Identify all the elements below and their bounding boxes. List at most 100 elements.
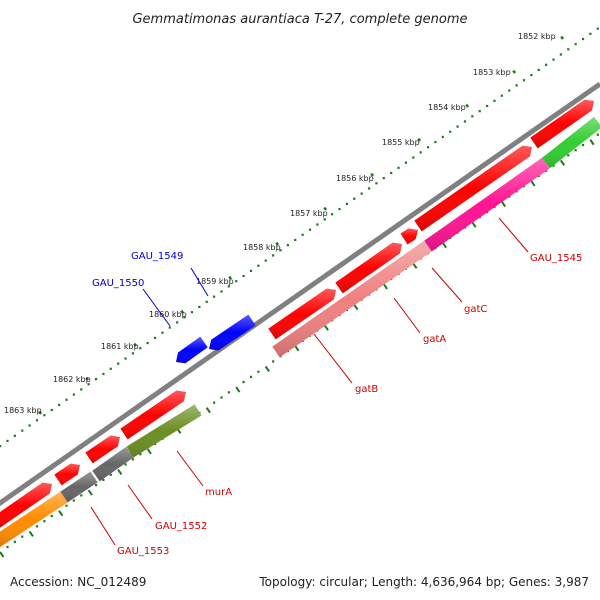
ruler-dot bbox=[426, 146, 430, 149]
ruler-dot bbox=[456, 125, 459, 128]
gene-label-gatA[interactable]: gatA bbox=[423, 334, 446, 345]
ruler-label: 1859 kbp bbox=[196, 277, 234, 286]
inner-dot bbox=[35, 525, 39, 528]
label-leaders bbox=[90, 217, 529, 546]
ruler-dot bbox=[567, 48, 570, 51]
inner-dot-track bbox=[0, 133, 599, 558]
red-cds-5-shade bbox=[268, 288, 336, 340]
ruler-tick bbox=[323, 206, 328, 211]
ruler-dot bbox=[117, 362, 120, 365]
inner-tick bbox=[294, 345, 300, 352]
inner-dot bbox=[13, 540, 16, 543]
ruler-dot bbox=[72, 393, 75, 396]
gene-label-gau1553[interactable]: GAU_1553 bbox=[117, 546, 169, 557]
inner-tick bbox=[559, 159, 566, 166]
inner-dot bbox=[102, 478, 105, 482]
inner-dot bbox=[272, 360, 275, 363]
inner-dot bbox=[242, 380, 245, 384]
ruler-dot bbox=[434, 140, 437, 144]
inner-tick bbox=[471, 221, 477, 228]
inner-tick bbox=[205, 407, 211, 414]
inner-dot bbox=[43, 520, 46, 523]
inner-tick bbox=[264, 365, 270, 372]
ruler-dot bbox=[375, 182, 378, 185]
ruler-dot bbox=[478, 110, 481, 113]
ruler-dot bbox=[522, 79, 526, 82]
inner-dot bbox=[596, 133, 599, 136]
gene-label-gau1545[interactable]: GAU_1545 bbox=[530, 253, 582, 264]
band-gatB-shade bbox=[272, 240, 432, 358]
ruler-tick bbox=[370, 172, 375, 177]
ruler-dot bbox=[124, 357, 127, 360]
ruler-dot bbox=[168, 326, 171, 329]
band-gau1553-shade bbox=[0, 491, 68, 548]
ruler-dot bbox=[220, 290, 223, 293]
gene-label-gau1552[interactable]: GAU_1552 bbox=[155, 521, 207, 532]
ruler-dot bbox=[212, 295, 216, 298]
red-cds-2-shade bbox=[54, 463, 80, 486]
ruler-dot bbox=[6, 439, 9, 443]
ruler-dot bbox=[419, 151, 422, 154]
red-cds-8-shade bbox=[414, 145, 532, 232]
ruler-dot bbox=[198, 305, 201, 309]
leader-line bbox=[176, 450, 204, 487]
inner-tick bbox=[589, 139, 595, 146]
inner-dot bbox=[581, 143, 585, 147]
inner-dot bbox=[21, 535, 24, 538]
gene-label-gau1549[interactable]: GAU_1549 bbox=[131, 251, 183, 262]
cds-track-forward bbox=[0, 99, 594, 528]
ruler-tick bbox=[560, 35, 565, 40]
band-murA-shade bbox=[126, 404, 202, 458]
ruler-dot bbox=[500, 94, 503, 97]
ruler-dot bbox=[264, 259, 267, 262]
ruler-dot bbox=[316, 223, 319, 226]
inner-dot bbox=[552, 164, 555, 167]
gene-label-gau1550[interactable]: GAU_1550 bbox=[92, 278, 144, 289]
ruler-label: 1855 kbp bbox=[382, 138, 420, 147]
inner-tick bbox=[146, 448, 152, 455]
genome-backbone bbox=[0, 81, 600, 507]
ruler-dot bbox=[390, 171, 393, 175]
ruler-dot bbox=[404, 161, 408, 164]
gene-feature-track bbox=[0, 116, 600, 548]
ruler-dot bbox=[294, 238, 297, 242]
ruler-dot bbox=[190, 311, 194, 314]
red-cds-4-shade bbox=[120, 390, 186, 440]
ruler-dot bbox=[301, 233, 304, 236]
ruler-dot bbox=[272, 254, 275, 257]
leader-line bbox=[313, 333, 353, 384]
leader-line bbox=[90, 506, 116, 546]
ruler-tick bbox=[85, 376, 90, 381]
ruler-label: 1852 kbp bbox=[518, 32, 556, 41]
ruler-label: 1858 kbp bbox=[243, 243, 281, 252]
inner-dot bbox=[50, 514, 53, 518]
ruler-label: 1861 kbp bbox=[101, 342, 139, 351]
ruler-dot bbox=[21, 429, 24, 432]
ruler-label: 1856 kbp bbox=[336, 174, 374, 183]
gene-label-murA[interactable]: murA bbox=[205, 487, 232, 498]
red-cds-3-shade bbox=[85, 435, 120, 464]
gene-label-gatC[interactable]: gatC bbox=[464, 304, 487, 315]
ruler-dot bbox=[94, 378, 98, 381]
accession-text: Accession: NC_012489 bbox=[10, 575, 146, 589]
ruler-dot bbox=[589, 32, 592, 35]
ruler-dot bbox=[485, 104, 489, 108]
inner-tick bbox=[382, 283, 388, 290]
ruler-tick bbox=[228, 275, 233, 280]
ruler-dot bbox=[308, 228, 312, 231]
ruler-dot bbox=[515, 84, 518, 87]
ruler-dot bbox=[58, 403, 61, 406]
inner-tick bbox=[412, 262, 418, 269]
ruler-dot bbox=[323, 218, 326, 221]
ruler-dot bbox=[397, 166, 400, 169]
ruler-label: 1857 kbp bbox=[290, 209, 328, 218]
inner-dot bbox=[6, 545, 9, 549]
inner-tick bbox=[323, 324, 329, 331]
ruler-dot bbox=[13, 434, 16, 437]
ruler-dot bbox=[227, 285, 230, 288]
ruler-label: 1863 kbp bbox=[4, 406, 42, 415]
ruler-dot bbox=[559, 53, 562, 56]
gene-label-gatB[interactable]: gatB bbox=[355, 384, 378, 395]
